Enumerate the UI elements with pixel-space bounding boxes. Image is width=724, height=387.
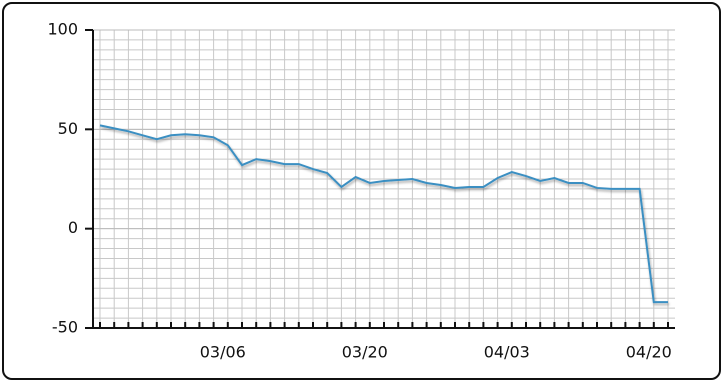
x-tick-label: 04/20 <box>626 343 672 362</box>
data-line <box>99 124 668 304</box>
y-tick-label: 100 <box>47 20 78 39</box>
x-tick-label: 04/03 <box>484 343 530 362</box>
x-tick-label: 03/20 <box>342 343 388 362</box>
y-tick-label: 0 <box>68 218 78 237</box>
y-tick-label: 50 <box>58 119 78 138</box>
y-tick-label: -50 <box>52 318 78 337</box>
x-tick-label: 03/06 <box>200 343 246 362</box>
frame <box>2 2 721 380</box>
